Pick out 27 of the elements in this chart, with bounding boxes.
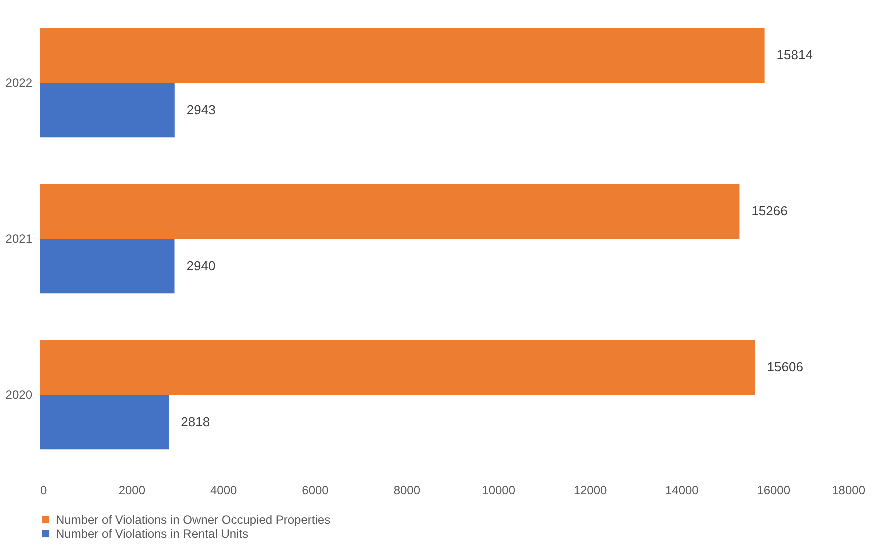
data-label: 2940 [186,258,216,274]
x-tick-label: 4000 [210,484,238,498]
x-tick-label: 8000 [394,484,421,498]
x-tick-label: 0 [40,484,48,498]
x-tick-label: 6000 [302,484,330,498]
bar [40,340,756,395]
x-tick-label: 18000 [832,484,866,498]
y-tick-label: 2021 [6,232,33,246]
legend-label: Number of Violations in Rental Units [56,527,249,541]
data-label: 15266 [752,204,788,219]
bar [40,83,175,138]
bar [40,28,765,83]
x-tick-label: 2000 [118,484,146,498]
data-label: 2818 [181,414,210,430]
data-label: 2943 [186,102,216,118]
bar [40,395,170,450]
bar [40,239,175,294]
x-tick-label: 10000 [482,484,516,498]
x-tick-label: 14000 [665,484,700,498]
bar [40,184,740,239]
y-tick-label: 2022 [6,76,33,90]
x-tick-label: 16000 [757,484,791,498]
data-label: 15606 [767,360,804,375]
y-tick-label: 2020 [6,388,33,402]
legend-label: Number of Violations in Owner Occupied Properties [56,513,331,527]
data-label: 15814 [776,48,813,63]
x-tick-label: 12000 [574,484,608,498]
